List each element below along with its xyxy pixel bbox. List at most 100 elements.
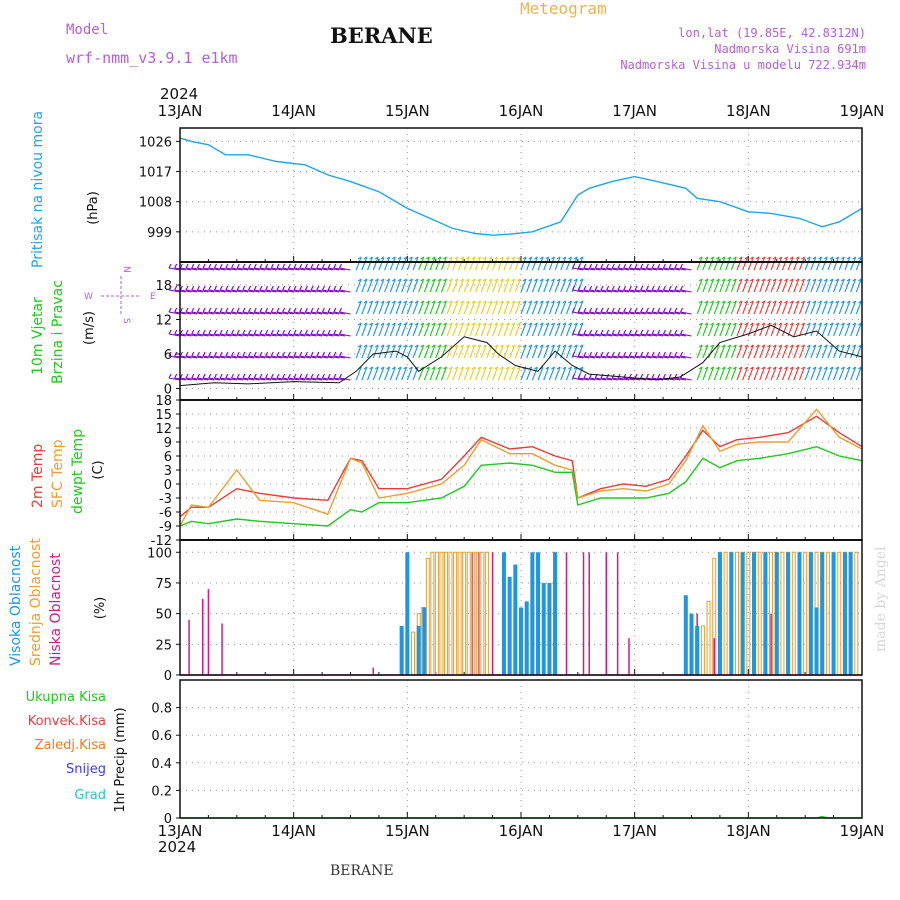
wind-barb xyxy=(197,311,209,315)
wind-barb xyxy=(572,289,584,293)
wind-barb xyxy=(759,278,766,293)
wind-barb-flag xyxy=(835,300,839,304)
wind-barb xyxy=(612,311,624,315)
wind-barb xyxy=(180,377,192,381)
wind-barb xyxy=(191,289,203,293)
wind-barb-flag xyxy=(784,322,788,326)
wind-barb xyxy=(316,267,328,271)
wind-barb xyxy=(463,256,470,271)
wind-barb xyxy=(214,377,226,381)
high-cloud-bar xyxy=(717,552,722,675)
wind-barb xyxy=(429,322,436,337)
wind-barb-flag xyxy=(551,278,555,282)
wind-barb xyxy=(463,300,470,315)
wind-barb-flag xyxy=(426,256,430,260)
wind-barb xyxy=(457,366,464,381)
wind-barb xyxy=(509,300,516,315)
wind-barb xyxy=(322,333,334,337)
wind-barb xyxy=(680,355,692,359)
wind-barb xyxy=(719,366,726,381)
wind-barb-flag xyxy=(208,307,212,313)
wind-barb xyxy=(293,355,306,359)
wind-barb-flag xyxy=(795,256,800,260)
high-cloud-bar xyxy=(405,552,410,675)
wind-barb xyxy=(299,333,311,337)
wind-barb xyxy=(548,278,555,293)
wind-barb-flag xyxy=(185,285,189,291)
wind-barb xyxy=(844,322,851,337)
wind-barb xyxy=(646,311,658,315)
wind-barb xyxy=(578,311,590,315)
wind-barb-flag xyxy=(494,344,498,348)
wind-barb-flag xyxy=(259,373,263,379)
wind-barb-flag xyxy=(333,373,337,379)
wind-barb-flag xyxy=(380,300,385,304)
wind-barb-flag xyxy=(721,366,726,370)
wind-barb xyxy=(589,333,601,337)
wind-barb-flag xyxy=(299,263,303,269)
wind-barb-flag xyxy=(276,263,280,269)
wind-barb xyxy=(696,344,703,359)
wind-barb xyxy=(231,333,243,337)
wind-barb-flag xyxy=(208,351,212,357)
wind-barb-flag xyxy=(594,263,598,269)
wind-barb xyxy=(423,366,430,381)
wind-barb-flag xyxy=(316,351,320,357)
wind-barb xyxy=(669,311,681,315)
wind-barb xyxy=(418,300,425,315)
wind-barb-flag xyxy=(721,322,726,326)
wind-barb-flag xyxy=(568,366,572,370)
wind-barb xyxy=(367,300,374,315)
wind-barb-flag xyxy=(835,278,839,282)
wind-barb-flag xyxy=(242,285,246,291)
wind-barb-flag xyxy=(668,263,672,269)
wind-barb xyxy=(793,322,800,337)
wind-barb-flag xyxy=(242,351,246,357)
wind-barb-flag xyxy=(600,285,604,291)
wind-barb xyxy=(203,333,215,337)
wind-barb-flag xyxy=(511,300,515,304)
wind-barb-flag xyxy=(248,373,252,379)
wind-barb-flag xyxy=(426,344,430,348)
wind-barb-flag xyxy=(534,278,538,282)
wind-barb xyxy=(623,333,635,337)
wind-barb xyxy=(753,344,760,359)
wind-barb xyxy=(565,322,572,337)
cloud-title-mid: Srednja Oblacnost xyxy=(28,538,44,666)
wind-barb xyxy=(838,256,845,271)
wind-barb xyxy=(646,267,658,271)
wind-barb-flag xyxy=(448,322,453,326)
wind-barb xyxy=(361,256,368,271)
wind-barb-flag xyxy=(236,263,240,269)
wind-barb xyxy=(578,289,590,293)
wind-barb xyxy=(293,289,306,293)
wind-barb xyxy=(844,256,851,271)
wind-barb xyxy=(770,322,777,337)
wind-barb xyxy=(259,355,272,359)
wind-barb xyxy=(600,333,613,337)
wind-barb xyxy=(680,267,692,271)
wind-barb xyxy=(850,300,857,315)
legend-snow: Snijeg xyxy=(66,762,106,777)
wind-barb-flag xyxy=(242,373,246,379)
high-cloud-bar xyxy=(422,607,427,675)
wind-barb-flag xyxy=(778,278,783,282)
wind-barb-flag xyxy=(202,373,206,379)
compass-e: E xyxy=(150,292,156,302)
wind-barb-flag xyxy=(674,307,678,313)
wind-barb-flag xyxy=(460,278,464,282)
wind-barb-flag xyxy=(321,373,325,379)
wind-barb-flag xyxy=(572,329,576,335)
wind-barb-flag xyxy=(505,300,510,304)
wind-barb xyxy=(168,355,181,359)
wind-barb xyxy=(446,300,453,315)
wind-barb xyxy=(395,256,402,271)
high-cloud-bar xyxy=(752,552,757,675)
wind-barb xyxy=(759,366,766,381)
wind-barb-flag xyxy=(528,344,532,348)
wind-barb xyxy=(328,355,340,359)
wind-barb-flag xyxy=(738,322,743,326)
wind-barb-flag xyxy=(420,256,425,260)
wind-barb xyxy=(265,267,277,271)
wind-barb xyxy=(168,267,181,271)
